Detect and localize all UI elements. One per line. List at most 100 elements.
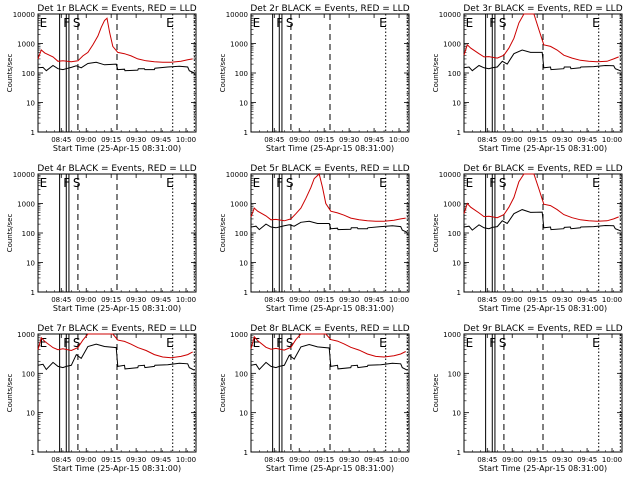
y-tick-label: 100: [235, 230, 248, 238]
event-marker: E: [592, 176, 600, 190]
event-marker: F: [63, 336, 70, 350]
detector-panel: Det 3r BLACK = Events, RED = LLD Counts/s…: [432, 4, 623, 153]
detector-panel: Det 4r BLACK = Events, RED = LLD Counts/s…: [6, 164, 197, 313]
x-tick-label: 09:45: [577, 456, 597, 464]
x-tick-label: 08:45: [51, 136, 71, 144]
x-tick-label: 10:00: [176, 136, 196, 144]
y-tick-label: 10000: [439, 171, 461, 179]
x-tick-label: 09:45: [577, 296, 597, 304]
lld-series-line: [37, 333, 193, 359]
lld-series-line: [463, 13, 619, 63]
y-tick-label: 10: [26, 100, 35, 108]
event-marker: E: [379, 176, 387, 190]
detector-panel: Det 1r BLACK = Events, RED = LLD Counts/s…: [6, 4, 197, 153]
y-axis-label: Counts/sec: [219, 374, 227, 413]
detector-panel: Det 8r BLACK = Events, RED = LLD Counts/s…: [219, 324, 410, 473]
y-axis-label: Counts/sec: [6, 374, 14, 413]
x-tick-label: 09:00: [289, 136, 309, 144]
x-tick-label: 10:00: [389, 456, 409, 464]
event-marker: F: [276, 176, 283, 190]
detector-panel: Det 9r BLACK = Events, RED = LLD Counts/s…: [432, 324, 623, 473]
y-tick-label: 1000: [17, 41, 35, 49]
x-tick-label: 09:45: [151, 456, 171, 464]
event-marker: E: [379, 336, 387, 350]
x-axis-label: Start Time (25-Apr-15 08:31:00): [53, 304, 181, 313]
y-tick-label: 1: [457, 129, 461, 137]
event-marker: F: [489, 176, 496, 190]
events-series-line: [37, 61, 195, 74]
event-marker: E: [592, 16, 600, 30]
y-tick-label: 100: [448, 230, 461, 238]
event-marker: F: [63, 16, 70, 30]
event-marker: E: [253, 336, 261, 350]
event-marker: S: [286, 16, 294, 30]
chart-title: Det 1r BLACK = Events, RED = LLD: [37, 4, 196, 14]
y-tick-label: 1000: [443, 41, 461, 49]
y-tick-label: 10000: [226, 171, 248, 179]
y-tick-label: 1: [31, 289, 35, 297]
x-axis-label: Start Time (25-Apr-15 08:31:00): [479, 304, 607, 313]
x-tick-label: 08:45: [51, 456, 71, 464]
event-marker: S: [286, 176, 294, 190]
x-tick-label: 09:30: [339, 456, 359, 464]
x-tick-label: 08:45: [51, 296, 71, 304]
event-marker: F: [276, 336, 283, 350]
lld-series-line: [250, 173, 406, 222]
chart-title: Det 6r BLACK = Events, RED = LLD: [463, 164, 622, 174]
event-marker: E: [166, 336, 174, 350]
x-tick-label: 09:15: [101, 136, 121, 144]
y-axis-label: Counts/sec: [219, 54, 227, 93]
x-tick-label: 09:30: [126, 456, 146, 464]
y-tick-label: 100: [22, 370, 35, 378]
y-tick-label: 1: [31, 449, 35, 457]
y-axis-label: Counts/sec: [6, 214, 14, 253]
x-tick-label: 09:45: [577, 136, 597, 144]
y-tick-label: 1: [457, 449, 461, 457]
events-series-line: [37, 343, 195, 371]
x-tick-label: 09:30: [552, 296, 572, 304]
y-tick-label: 1: [244, 449, 248, 457]
x-tick-label: 09:30: [126, 136, 146, 144]
y-axis-label: Counts/sec: [219, 214, 227, 253]
event-marker: S: [286, 336, 294, 350]
x-tick-label: 09:30: [339, 136, 359, 144]
event-marker: E: [40, 176, 48, 190]
y-axis-label: Counts/sec: [432, 54, 440, 93]
y-tick-label: 1: [31, 129, 35, 137]
x-tick-label: 09:15: [314, 296, 334, 304]
y-tick-label: 10: [26, 410, 35, 418]
y-axis-label: Counts/sec: [432, 374, 440, 413]
event-marker: E: [166, 176, 174, 190]
event-marker: E: [592, 336, 600, 350]
x-tick-label: 08:45: [477, 296, 497, 304]
lld-series-line: [37, 17, 193, 63]
y-tick-label: 1000: [17, 201, 35, 209]
event-marker: E: [40, 16, 48, 30]
x-axis-label: Start Time (25-Apr-15 08:31:00): [266, 464, 394, 473]
event-marker: E: [466, 176, 474, 190]
detector-panel: Det 7r BLACK = Events, RED = LLD Counts/s…: [6, 324, 197, 473]
x-tick-label: 09:00: [289, 456, 309, 464]
x-tick-label: 10:00: [602, 296, 622, 304]
events-series-line: [250, 220, 408, 233]
x-tick-label: 09:30: [552, 456, 572, 464]
y-tick-label: 100: [235, 70, 248, 78]
lld-series-line: [463, 173, 619, 222]
y-tick-label: 100: [448, 370, 461, 378]
event-marker: S: [73, 16, 81, 30]
x-tick-label: 09:45: [364, 296, 384, 304]
x-tick-label: 09:15: [527, 296, 547, 304]
x-tick-label: 10:00: [176, 456, 196, 464]
event-marker: E: [379, 16, 387, 30]
x-tick-label: 09:15: [314, 136, 334, 144]
x-tick-label: 09:45: [364, 456, 384, 464]
events-series-line: [250, 343, 408, 371]
y-tick-label: 1000: [230, 331, 248, 339]
event-marker: S: [499, 16, 507, 30]
y-axis-label: Counts/sec: [432, 214, 440, 253]
x-tick-label: 09:45: [151, 136, 171, 144]
chart-title: Det 2r BLACK = Events, RED = LLD: [250, 4, 409, 14]
x-tick-label: 08:45: [477, 456, 497, 464]
event-marker: F: [276, 16, 283, 30]
x-tick-label: 09:45: [364, 136, 384, 144]
